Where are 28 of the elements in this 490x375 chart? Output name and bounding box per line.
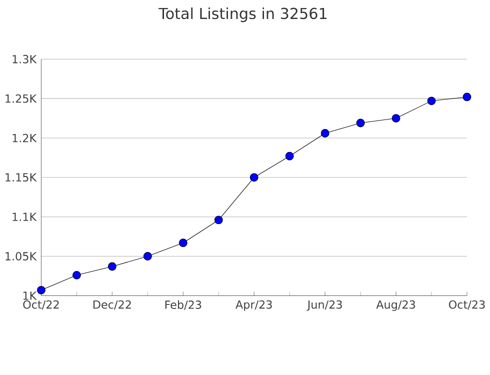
point: [427, 96, 436, 106]
point: [285, 152, 294, 161]
y-tick-label: 1.15K: [6, 173, 37, 182]
point: [72, 271, 81, 280]
point: [462, 93, 472, 102]
point: [250, 173, 258, 182]
x-tick-label: Feb/23: [165, 300, 202, 310]
x-tick-label: Oct/23: [448, 300, 485, 310]
y-tick-label: 1.3K: [12, 55, 37, 64]
point: [178, 238, 188, 248]
y-tick-label: 1.2K: [12, 134, 37, 142]
x-tick-label: Apr/23: [236, 300, 272, 312]
point: [392, 114, 400, 123]
x-tick-label: Aug/23: [376, 300, 416, 312]
point: [108, 262, 116, 271]
y-tick-label: 1.05K: [6, 252, 37, 261]
x-tick-label: Oct/22: [23, 300, 59, 310]
point: [37, 286, 46, 295]
point: [356, 119, 365, 128]
point: [320, 129, 330, 138]
point: [143, 252, 152, 261]
y-tick-label: 1.1K: [12, 212, 37, 222]
x-tick-label: Dec/22: [93, 300, 131, 310]
x-tick-label: Jun/23: [306, 300, 342, 312]
y-tick-label: 1.25K: [6, 94, 37, 104]
point: [214, 216, 223, 224]
y-tick-label: 1K: [23, 292, 37, 300]
chart-title: Total Listings in 32561: [158, 8, 326, 22]
